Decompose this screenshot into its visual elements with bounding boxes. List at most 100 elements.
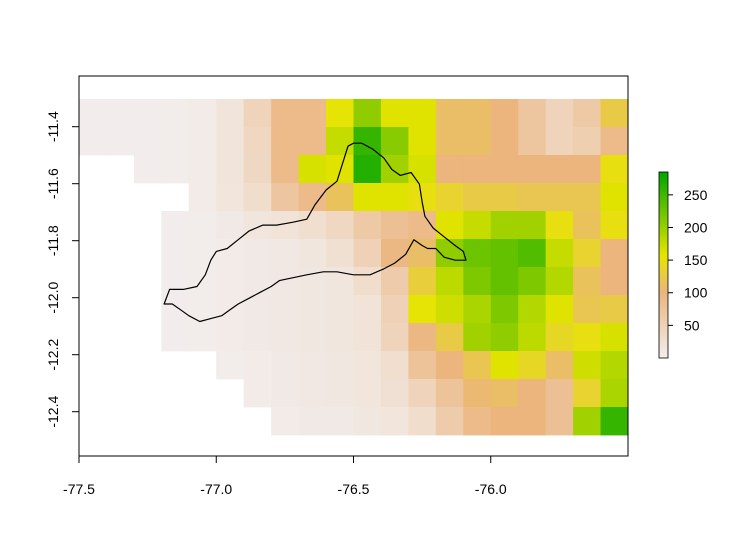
legend-tick-label: 150 [684, 252, 708, 268]
raster-cell [133, 127, 162, 156]
raster-cell [518, 407, 547, 436]
raster-cell [243, 155, 272, 184]
raster-cell [463, 351, 492, 380]
raster-cell [271, 239, 299, 268]
raster-cell [216, 239, 245, 268]
raster-cell [600, 239, 629, 268]
raster-cell [326, 295, 354, 324]
raster-cell [271, 267, 299, 296]
raster-cell [408, 295, 437, 324]
raster-cell [271, 99, 299, 128]
raster-cell [435, 267, 464, 296]
raster-cell [380, 407, 409, 436]
y-tick-label: -11.6 [45, 168, 61, 199]
raster-cell [490, 183, 519, 212]
raster-cell [326, 155, 354, 184]
raster-cell [408, 239, 437, 268]
raster-cell [545, 407, 574, 436]
legend-ticks: 50 100 150 200 250 [668, 187, 708, 333]
raster-cell [490, 267, 519, 296]
raster-cell [216, 127, 245, 156]
raster-cell [518, 239, 547, 268]
raster-cell [188, 295, 217, 324]
raster-cell [545, 267, 574, 296]
legend-tick-label: 50 [684, 317, 700, 333]
raster-cell [353, 211, 382, 240]
raster-cell [298, 211, 327, 240]
raster-cell [326, 351, 354, 380]
raster-cell [353, 295, 382, 324]
raster-cell [600, 267, 629, 296]
raster-cell [408, 267, 437, 296]
raster-cell [545, 295, 574, 324]
raster-cell [188, 239, 217, 268]
raster-cell [518, 267, 547, 296]
raster-cell [573, 295, 601, 324]
raster-cell [380, 351, 409, 380]
raster-cell [573, 211, 601, 240]
raster-cell [518, 155, 547, 184]
raster-cell [435, 295, 464, 324]
raster-cell [216, 267, 245, 296]
raster-cell [326, 183, 354, 212]
raster-cell [298, 99, 327, 128]
raster-cell [161, 239, 190, 268]
raster-cell [545, 99, 574, 128]
raster-cell [298, 295, 327, 324]
raster-cell [463, 379, 492, 408]
raster-cell [353, 99, 382, 128]
raster-cell [490, 211, 519, 240]
raster-cell [243, 183, 272, 212]
raster-cell [463, 99, 492, 128]
raster-cell [600, 351, 629, 380]
raster-cell [216, 211, 245, 240]
raster-cell [408, 99, 437, 128]
raster-cell [353, 323, 382, 352]
raster-cell [353, 407, 382, 436]
raster-cell [518, 295, 547, 324]
raster-cell [573, 323, 601, 352]
raster-cell [243, 99, 272, 128]
raster-cell [490, 127, 519, 156]
raster-cell [298, 183, 327, 212]
raster-cell [490, 155, 519, 184]
raster-cell [326, 407, 354, 436]
y-tick-label: -12.2 [45, 339, 61, 371]
raster-cell [518, 183, 547, 212]
raster-cell [463, 239, 492, 268]
raster-cell [380, 295, 409, 324]
watershed-boundary [163, 142, 467, 323]
raster-cell [216, 183, 245, 212]
raster-cell [243, 379, 272, 408]
raster-cell [408, 379, 437, 408]
raster-cell [408, 155, 437, 184]
raster-cell [573, 379, 601, 408]
raster-cell [408, 351, 437, 380]
raster-cell [600, 127, 629, 156]
raster-cell [573, 127, 601, 156]
raster-cell [298, 127, 327, 156]
raster-cell [380, 183, 409, 212]
raster-cell [573, 239, 601, 268]
raster-cell [435, 127, 464, 156]
raster-cell [106, 99, 135, 128]
raster-cell [573, 351, 601, 380]
x-tick-label: -76.0 [475, 481, 507, 497]
raster-cell [463, 183, 492, 212]
raster-cell [79, 99, 107, 128]
y-tick-label: -12.0 [45, 282, 61, 314]
raster-cell [600, 323, 629, 352]
raster-cell [435, 407, 464, 436]
raster-cell [490, 323, 519, 352]
raster-cell [545, 323, 574, 352]
raster-cell [518, 211, 547, 240]
raster-cell [573, 267, 601, 296]
x-tick-label: -77.5 [63, 481, 95, 497]
raster-cell [271, 351, 299, 380]
raster-cell [435, 323, 464, 352]
raster-cell [353, 239, 382, 268]
raster-cell [600, 183, 629, 212]
y-tick-label: -11.4 [45, 111, 61, 142]
raster-cell [600, 407, 629, 436]
raster-cell [408, 127, 437, 156]
